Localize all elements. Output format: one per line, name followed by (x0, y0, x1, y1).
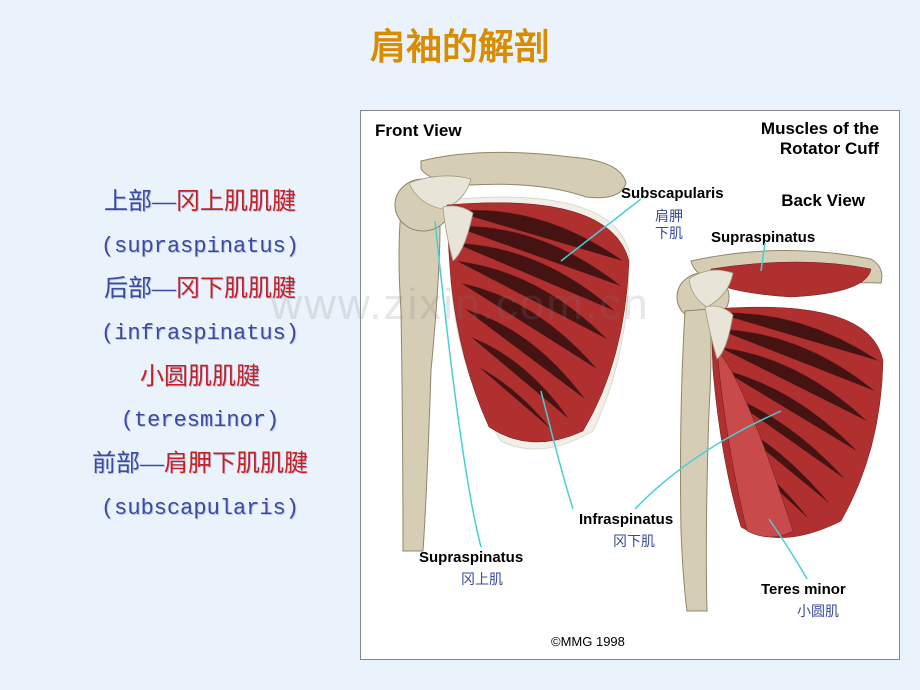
line3-term: 小圆肌肌腱 (140, 364, 260, 390)
slide-title: 肩袖的解剖 (0, 0, 920, 70)
line4-term: 肩胛下肌肌腱 (164, 451, 308, 477)
line-teresminor: 小圆肌肌腱 (40, 355, 360, 401)
text-panel: 上部—冈上肌肌腱 (supraspinatus) 后部—冈下肌肌腱 (infra… (40, 110, 360, 660)
line-infraspinatus: 后部—冈下肌肌腱 (40, 267, 360, 313)
line1-latin: (supraspinatus) (40, 226, 360, 268)
line-subscapularis: 前部—肩胛下肌肌腱 (40, 442, 360, 488)
line2-term: 冈下肌肌腱 (176, 276, 296, 302)
anatomy-diagram: Front View Muscles of the Rotator Cuff B… (360, 110, 900, 660)
line1-prefix: 上部— (104, 189, 176, 215)
line4-prefix: 前部— (92, 451, 164, 477)
line-supraspinatus: 上部—冈上肌肌腱 (40, 180, 360, 226)
line2-prefix: 后部— (104, 276, 176, 302)
content-area: 上部—冈上肌肌腱 (supraspinatus) 后部—冈下肌肌腱 (infra… (0, 70, 920, 660)
line1-term: 冈上肌肌腱 (176, 189, 296, 215)
bone-humerus-back (681, 309, 712, 611)
line4-latin: (subscapularis) (40, 488, 360, 530)
bone-humerus-front (399, 191, 440, 551)
line3-latin: (teresminor) (40, 400, 360, 442)
line2-latin: (infraspinatus) (40, 313, 360, 355)
anatomy-svg (361, 111, 901, 661)
muscle-supraspinatus (711, 262, 871, 297)
